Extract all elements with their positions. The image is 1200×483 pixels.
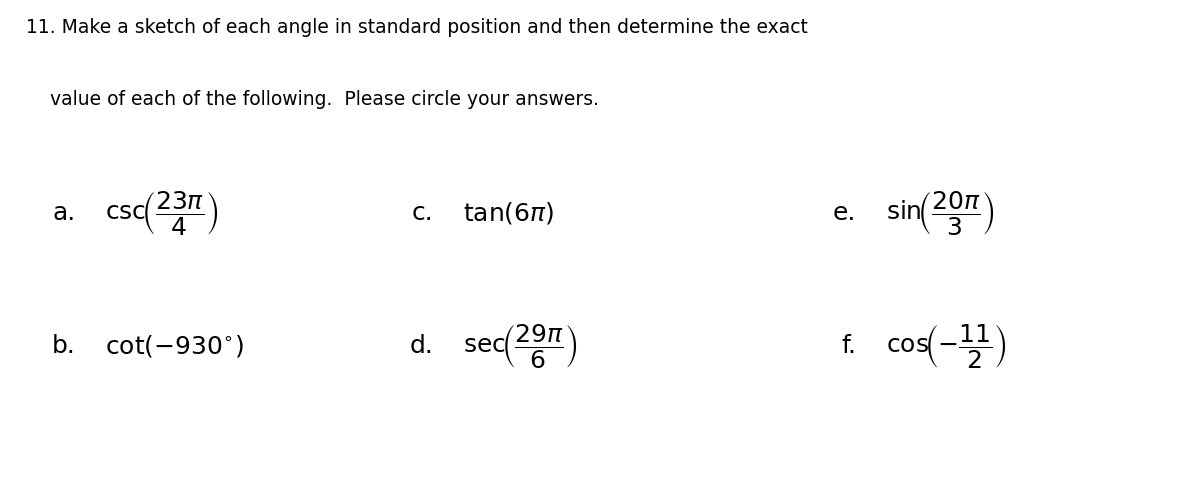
Text: value of each of the following.  Please circle your answers.: value of each of the following. Please c… xyxy=(25,90,599,109)
Text: d.: d. xyxy=(409,334,433,358)
Text: 11. Make a sketch of each angle in standard position and then determine the exac: 11. Make a sketch of each angle in stand… xyxy=(25,18,808,37)
Text: c.: c. xyxy=(412,201,433,225)
Text: $\mathrm{cot}\left(-930^{\circ}\right)$: $\mathrm{cot}\left(-930^{\circ}\right)$ xyxy=(106,333,245,359)
Text: $\mathrm{csc}\!\left(\dfrac{23\pi}{4}\right)$: $\mathrm{csc}\!\left(\dfrac{23\pi}{4}\ri… xyxy=(106,189,218,237)
Text: $\mathrm{sin}\!\left(\dfrac{20\pi}{3}\right)$: $\mathrm{sin}\!\left(\dfrac{20\pi}{3}\ri… xyxy=(886,189,995,237)
Text: b.: b. xyxy=(52,334,76,358)
Text: $\mathrm{tan}\left(6\pi\right)$: $\mathrm{tan}\left(6\pi\right)$ xyxy=(463,200,554,226)
Text: e.: e. xyxy=(833,201,857,225)
Text: a.: a. xyxy=(53,201,76,225)
Text: $\mathrm{sec}\!\left(\dfrac{29\pi}{6}\right)$: $\mathrm{sec}\!\left(\dfrac{29\pi}{6}\ri… xyxy=(463,322,577,370)
Text: f.: f. xyxy=(841,334,857,358)
Text: $\mathrm{cos}\!\left(-\dfrac{11}{2}\right)$: $\mathrm{cos}\!\left(-\dfrac{11}{2}\righ… xyxy=(886,322,1007,370)
